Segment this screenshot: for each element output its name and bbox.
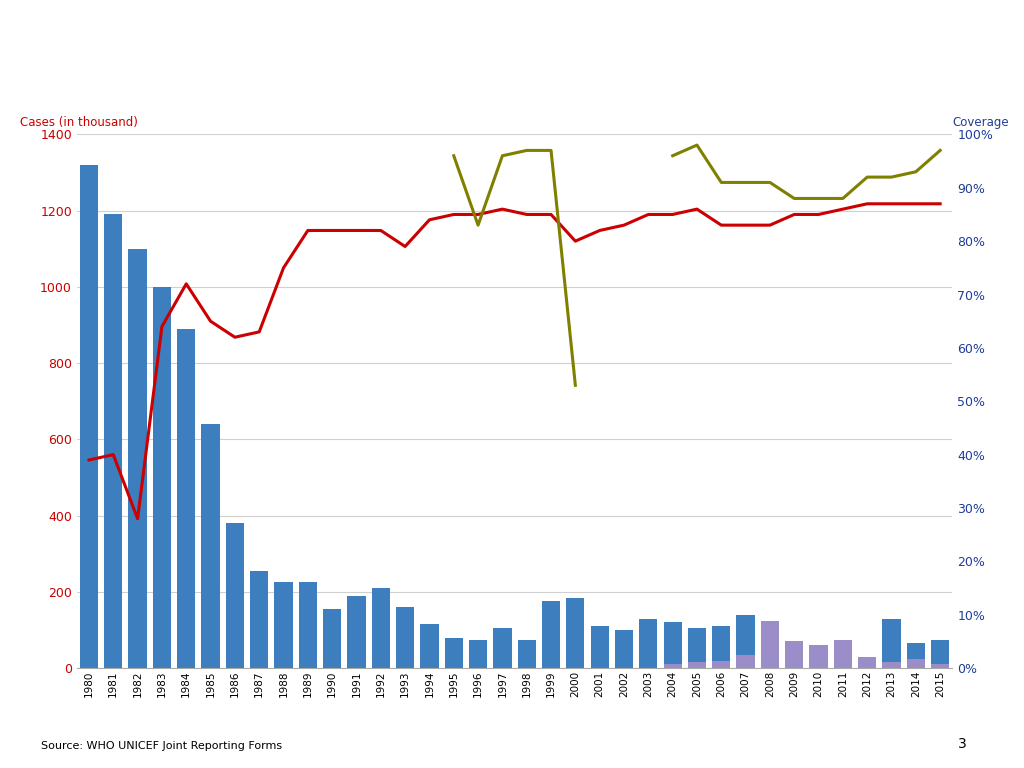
Bar — [761, 637, 779, 668]
Bar — [614, 630, 633, 668]
Bar — [80, 165, 98, 668]
Text: Measles and rubella reported cases and coverage of: Measles and rubella reported cases and c… — [82, 22, 942, 50]
Text: MCV1 and MCV2, 1980-2015: MCV1 and MCV2, 1980-2015 — [281, 67, 743, 95]
Bar — [274, 582, 293, 668]
Bar — [639, 618, 657, 668]
Text: Coverage: Coverage — [952, 116, 1010, 129]
Text: 3: 3 — [958, 737, 967, 751]
Bar — [347, 596, 366, 668]
Bar — [834, 640, 852, 668]
Bar — [858, 659, 877, 668]
Bar — [785, 644, 804, 668]
Bar — [834, 653, 852, 668]
Bar — [299, 582, 317, 668]
Bar — [420, 624, 438, 668]
Bar — [128, 249, 146, 668]
Bar — [153, 287, 171, 668]
Bar — [883, 618, 901, 668]
Bar — [177, 329, 196, 668]
Bar — [202, 424, 220, 668]
Bar — [858, 657, 877, 668]
Bar — [517, 640, 536, 668]
Bar — [664, 622, 682, 668]
Bar — [688, 628, 707, 668]
Bar — [931, 664, 949, 668]
Bar — [785, 641, 804, 668]
Bar — [809, 645, 827, 668]
Bar — [712, 660, 730, 668]
Bar — [761, 621, 779, 668]
Bar — [712, 626, 730, 668]
Bar — [469, 640, 487, 668]
Bar — [591, 626, 609, 668]
Bar — [906, 659, 925, 668]
Text: Source: WHO UNICEF Joint Reporting Forms: Source: WHO UNICEF Joint Reporting Forms — [41, 741, 282, 751]
Text: Cases (in thousand): Cases (in thousand) — [19, 116, 138, 129]
Bar — [566, 598, 585, 668]
Bar — [372, 588, 390, 668]
Bar — [494, 628, 512, 668]
Bar — [688, 663, 707, 668]
Bar — [906, 644, 925, 668]
Bar — [931, 640, 949, 668]
Bar — [323, 609, 341, 668]
Bar — [444, 637, 463, 668]
Bar — [883, 663, 901, 668]
Bar — [736, 655, 755, 668]
Bar — [250, 571, 268, 668]
Bar — [225, 523, 244, 668]
Bar — [736, 614, 755, 668]
Bar — [396, 607, 415, 668]
Bar — [542, 601, 560, 668]
Bar — [104, 214, 123, 668]
Bar — [664, 664, 682, 668]
Bar — [809, 645, 827, 668]
